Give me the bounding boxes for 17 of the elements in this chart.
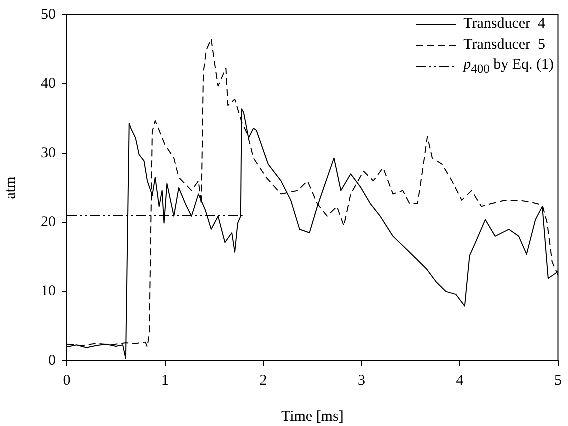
x-tick-label: 5 [554,372,562,389]
y-tick-label: 30 [41,145,56,162]
y-tick-label: 40 [41,76,56,92]
y-tick-label: 20 [41,214,56,231]
y-tick-label: 10 [41,284,56,300]
legend-label: p$_{400}$ by Eq. (1) [464,56,554,76]
legend-label: Transducer 4 [464,16,546,33]
x-axis-title: Time [ms] [281,408,344,425]
x-tick-label: 1 [162,372,169,389]
y-tick-label: 50 [41,6,56,23]
y-axis-title: atm [2,176,19,200]
x-tick-label: 0 [63,372,71,389]
x-tick-label: 3 [358,372,366,389]
y-tick-label: 0 [48,352,56,369]
x-tick-label: 4 [456,372,464,389]
legend-label: Transducer 5 [464,37,546,54]
x-tick-label: 2 [260,372,268,389]
